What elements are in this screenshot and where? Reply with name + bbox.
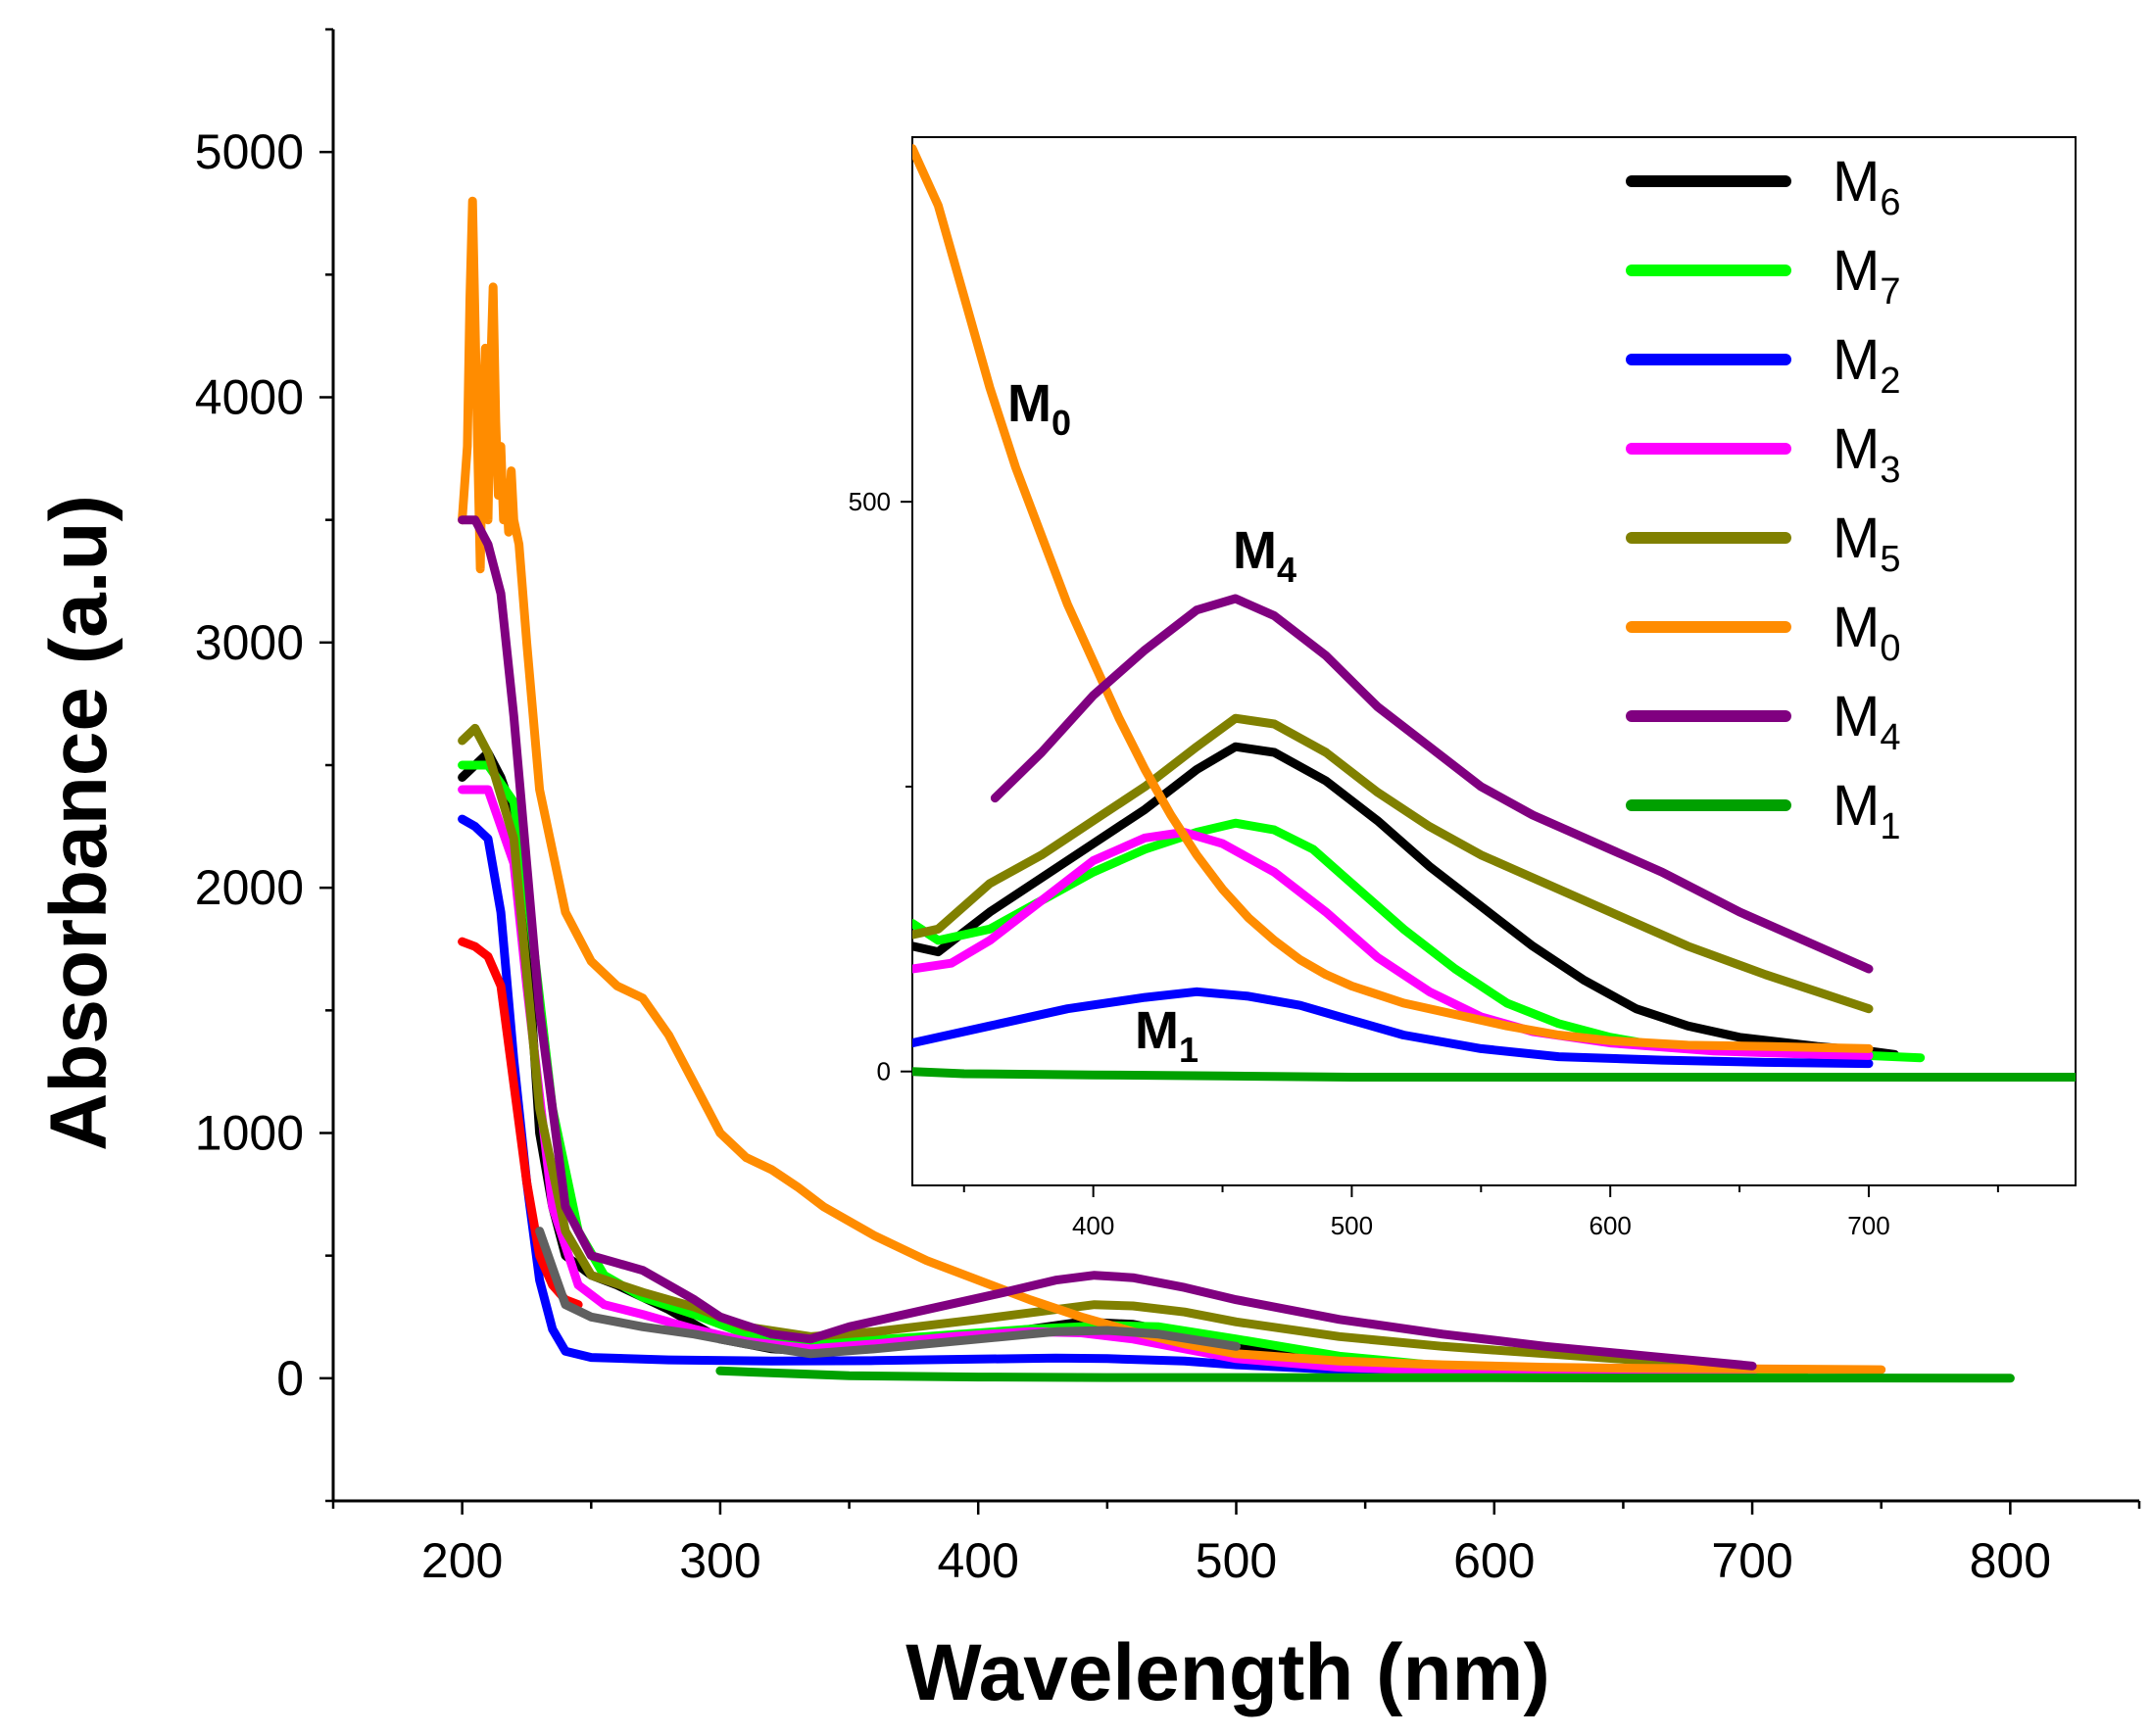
annotation-label: M0 [1007,374,1071,443]
y-tick-label: 0 [276,1351,304,1406]
legend-label: M7 [1833,239,1900,313]
main-series-M4 [458,515,1757,1371]
x-tick-label: 600 [1453,1533,1535,1588]
inset-legend: M6 M7 M2 M3 M5 M0 M4 M1 [1626,150,1900,847]
legend-label: M1 [1833,774,1900,847]
inset-series-M6 [912,742,1899,1059]
inset-series-M5 [912,713,1874,1014]
main-plot-series [458,196,2015,1383]
y-tick-label: 5000 [195,124,304,179]
inset-frame [911,136,2077,1186]
x-tick-label: 400 [937,1533,1018,1588]
legend-label: M6 [1833,150,1900,223]
legend-label: M4 [1833,685,1900,758]
inset-series-M4 [990,594,1874,974]
inset-axes: 400 500 600 700 0 500 [849,136,2077,1240]
main-series-M1 [715,1366,2015,1383]
x-tick-label: 500 [1196,1533,1277,1588]
inset-series-M0 [912,144,1874,1053]
legend-label: M2 [1833,328,1900,402]
annotation-label: M4 [1233,521,1296,590]
inset-y-tick-label: 500 [849,487,891,516]
annotation-label: M1 [1135,1001,1198,1070]
y-tick-label: 3000 [195,615,304,670]
legend-label: M3 [1833,417,1900,491]
legend-label: M5 [1833,506,1900,580]
x-tick-label: 700 [1711,1533,1792,1588]
inset-y-tick-label: 0 [877,1057,891,1086]
y-axis-title: Absorbance (a.u) [34,495,123,1151]
inset-series-group [912,144,2076,1082]
y-tick-label: 1000 [195,1106,304,1161]
main-series-M5 [458,723,1757,1373]
inset-annotations: M0 M4 M1 [1007,374,1296,1070]
main-series-unlabeled [535,1227,1241,1359]
x-axis-title: Wavelength (nm) [905,1628,1550,1717]
x-tick-label: 300 [679,1533,760,1588]
inset-series-M1 [912,1067,2076,1082]
inset-x-tick-label: 400 [1072,1211,1114,1240]
y-tick-label: 2000 [195,860,304,915]
inset-plot-series [912,144,2076,1082]
inset-x-tick-label: 700 [1847,1211,1889,1240]
y-tick-label: 4000 [195,370,304,425]
inset-x-tick-label: 600 [1590,1211,1632,1240]
legend-label: M0 [1833,596,1900,669]
x-tick-label: 200 [421,1533,503,1588]
inset-series-M2 [912,987,1874,1069]
inset-x-tick-label: 500 [1331,1211,1373,1240]
x-tick-label: 800 [1970,1533,2051,1588]
